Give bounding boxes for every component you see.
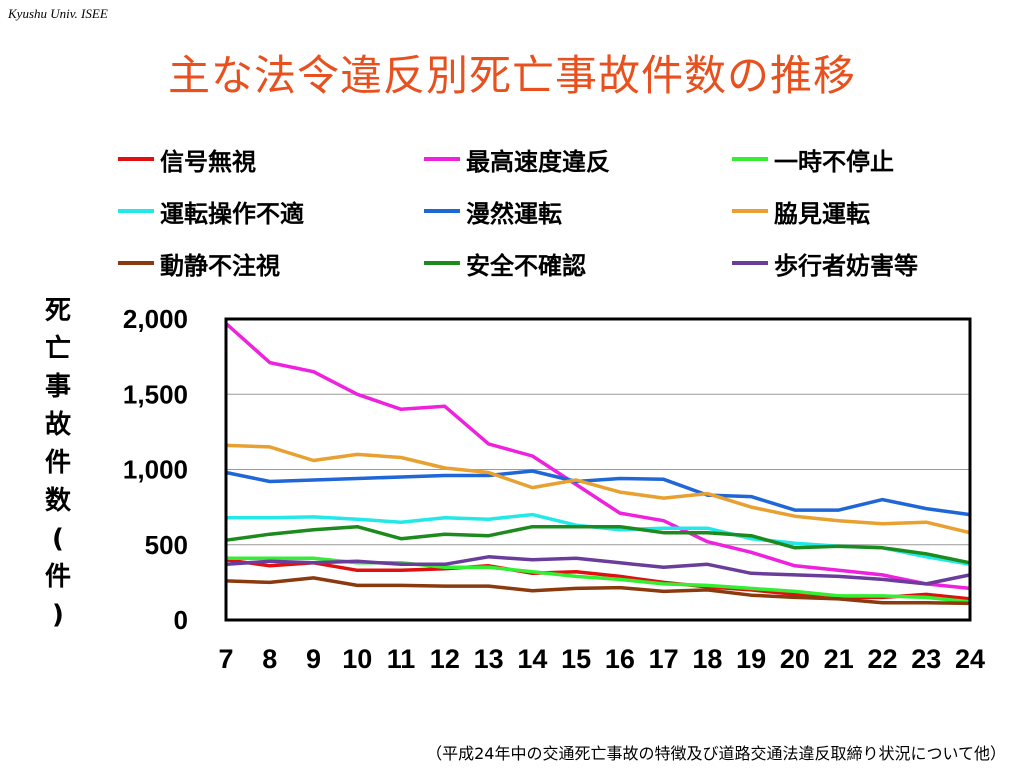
legend-item: 運転操作不適 xyxy=(118,194,304,228)
legend: 信号無視 最高速度違反 一時不停止運転操作不適 漫然運転 脇見運転動静不注視 安全不確認 歩… xyxy=(118,140,998,290)
series-line xyxy=(226,556,971,604)
legend-item: 信号無視 xyxy=(118,142,256,176)
y-tick-label: 500 xyxy=(145,530,188,560)
legend-label: 脇見運転 xyxy=(774,199,870,228)
legend-label: 動静不注視 xyxy=(160,251,280,280)
watermark: Kyushu Univ. ISEE xyxy=(8,6,108,21)
source-note: （平成24年中の交通死亡事故の特徴及び道路交通法違反取締り状況について他） xyxy=(426,744,1006,763)
series-line xyxy=(225,555,971,586)
x-tick-label: 13 xyxy=(474,644,504,674)
y-axis-label-char: 亡 xyxy=(44,334,71,364)
legend-label: 一時不停止 xyxy=(774,147,894,176)
legend-swatch xyxy=(732,209,768,213)
legend-label: 漫然運転 xyxy=(466,199,562,228)
y-axis-label-char: 事 xyxy=(44,372,71,402)
y-axis-label-char: ( xyxy=(52,524,64,554)
series-line xyxy=(225,469,971,517)
x-tick-label: 10 xyxy=(342,644,372,674)
legend-item: 安全不確認 xyxy=(424,246,586,280)
legend-label: 運転操作不適 xyxy=(160,199,304,228)
x-tick-label: 17 xyxy=(649,644,679,674)
y-tick-label: 2,000 xyxy=(123,304,188,334)
y-axis-label-char: 件 xyxy=(44,562,71,592)
y-axis-label: 死 亡 事 故 件 数 ( 件 ) xyxy=(42,292,74,634)
y-axis-label-char: 件 xyxy=(44,448,71,478)
y-axis-label-char: 死 xyxy=(44,296,71,326)
y-axis-label-char: 数 xyxy=(44,486,71,516)
x-tick-label: 16 xyxy=(605,644,635,674)
legend-label: 歩行者妨害等 xyxy=(774,251,918,280)
legend-swatch xyxy=(424,157,460,161)
legend-item: 漫然運転 xyxy=(424,194,562,228)
x-tick-label: 9 xyxy=(306,644,321,674)
legend-item: 一時不停止 xyxy=(732,142,894,176)
x-tick-label: 7 xyxy=(218,644,233,674)
x-tick-label: 18 xyxy=(692,644,722,674)
series-line xyxy=(225,576,971,606)
x-tick-label: 21 xyxy=(824,644,854,674)
legend-swatch xyxy=(118,209,154,213)
legend-item: 歩行者妨害等 xyxy=(732,246,918,280)
x-tick-label: 22 xyxy=(867,644,897,674)
legend-swatch xyxy=(118,261,154,265)
plot-frame xyxy=(224,317,972,622)
y-axis-label-char: 故 xyxy=(44,410,71,440)
legend-swatch xyxy=(424,209,460,213)
legend-label: 安全不確認 xyxy=(466,251,586,280)
line-chart: 0 500 1,000 1,500 2,000 7 8 9 10 11 12 13 14 15 16 17 18… xyxy=(123,304,985,674)
y-tick-label: 0 xyxy=(174,605,188,635)
x-tick-label: 12 xyxy=(430,644,460,674)
x-tick-label: 23 xyxy=(911,644,941,674)
x-tick-label: 11 xyxy=(387,644,416,674)
y-tick-label: 1,000 xyxy=(123,455,188,485)
legend-item: 最高速度違反 xyxy=(424,142,610,176)
legend-swatch xyxy=(732,261,768,265)
series-line xyxy=(224,322,971,591)
legend-label: 信号無視 xyxy=(160,147,256,176)
x-tick-label: 8 xyxy=(262,644,277,674)
x-tick-label: 15 xyxy=(561,644,591,674)
legend-swatch xyxy=(732,157,768,161)
legend-label: 最高速度違反 xyxy=(466,147,610,176)
legend-item: 脇見運転 xyxy=(732,194,870,228)
y-tick-label: 1,500 xyxy=(123,379,188,409)
x-tick-label: 20 xyxy=(780,644,810,674)
x-tick-label: 19 xyxy=(736,644,766,674)
legend-item: 動静不注視 xyxy=(118,246,280,280)
legend-swatch xyxy=(118,157,154,161)
x-tick-label: 14 xyxy=(517,644,547,674)
x-tick-label: 24 xyxy=(955,644,985,674)
y-axis-label-char: ) xyxy=(52,600,64,630)
legend-swatch xyxy=(424,261,460,265)
series-line xyxy=(225,443,971,535)
series-line xyxy=(225,524,971,565)
chart-title: 主な法令違反別死亡事故件数の推移 xyxy=(167,51,856,100)
